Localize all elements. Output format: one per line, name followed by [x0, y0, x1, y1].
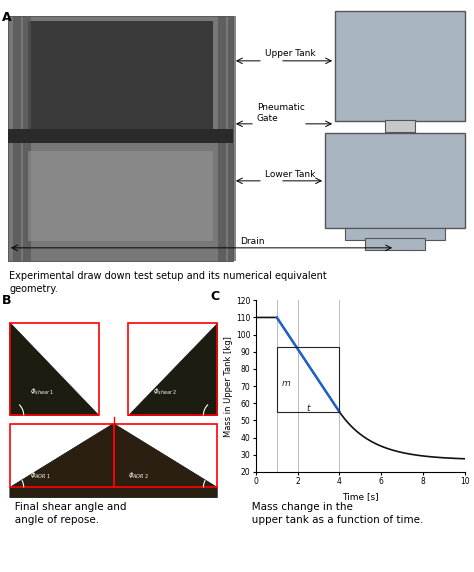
Text: $\phi_{AOR\ 1}$: $\phi_{AOR\ 1}$: [29, 471, 51, 481]
Bar: [345, 228, 445, 240]
Bar: [28, 21, 213, 131]
Polygon shape: [10, 323, 99, 415]
Bar: [114, 423, 217, 487]
Polygon shape: [10, 423, 217, 498]
Bar: [277, 347, 339, 412]
Bar: [8, 16, 233, 261]
Bar: [325, 133, 465, 228]
Bar: [10, 323, 99, 415]
Bar: [8, 129, 233, 143]
Text: m: m: [282, 379, 291, 388]
Bar: [335, 11, 465, 121]
Bar: [13, 16, 21, 261]
Text: Drain: Drain: [240, 237, 264, 246]
Bar: [365, 238, 425, 250]
Text: $\phi_{AOR\ 2}$: $\phi_{AOR\ 2}$: [128, 471, 150, 481]
Bar: [385, 120, 415, 132]
Text: $\phi_{shear\ 2}$: $\phi_{shear\ 2}$: [153, 387, 178, 397]
Text: B: B: [2, 294, 11, 307]
Text: $\phi_{shear\ 1}$: $\phi_{shear\ 1}$: [29, 387, 54, 397]
Bar: [218, 16, 226, 261]
Bar: [228, 16, 236, 261]
Bar: [28, 151, 213, 241]
Text: Mass change in the
   upper tank as a function of time.: Mass change in the upper tank as a funct…: [242, 502, 423, 526]
Y-axis label: Mass in Upper Tank [kg]: Mass in Upper Tank [kg]: [224, 336, 233, 436]
Text: t: t: [306, 404, 310, 413]
Bar: [10, 423, 114, 487]
Text: Upper Tank: Upper Tank: [265, 49, 316, 58]
Bar: [128, 323, 217, 415]
Text: Final shear angle and
   angle of repose.: Final shear angle and angle of repose.: [5, 502, 126, 526]
Bar: [23, 16, 31, 261]
Text: Experimental draw down test setup and its numerical equivalent
geometry.: Experimental draw down test setup and it…: [9, 271, 327, 294]
Text: A: A: [2, 11, 12, 24]
Polygon shape: [128, 323, 217, 415]
Text: Lower Tank: Lower Tank: [265, 170, 315, 179]
Text: Pneumatic
Gate: Pneumatic Gate: [257, 104, 305, 123]
Text: C: C: [210, 290, 219, 303]
X-axis label: Time [s]: Time [s]: [342, 492, 379, 501]
